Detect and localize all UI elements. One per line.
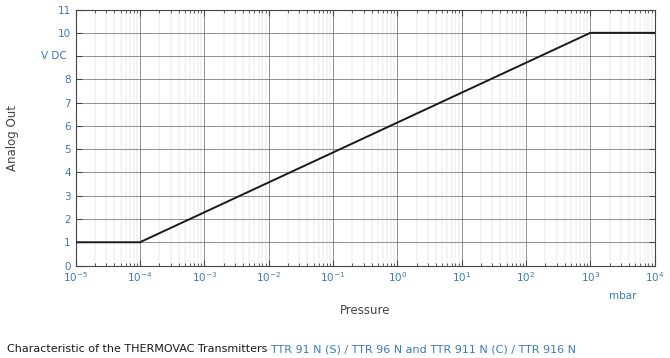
Text: mbar: mbar (609, 291, 636, 300)
Text: Characteristic of the THERMOVAC Transmitters: Characteristic of the THERMOVAC Transmit… (7, 344, 271, 354)
Y-axis label: Analog Out: Analog Out (5, 105, 19, 170)
Text: TTR 91 N (S) / TTR 96 N and TTR 911 N (C) / TTR 916 N: TTR 91 N (S) / TTR 96 N and TTR 911 N (C… (271, 344, 576, 354)
Text: V DC: V DC (42, 51, 67, 61)
X-axis label: Pressure: Pressure (340, 304, 391, 316)
